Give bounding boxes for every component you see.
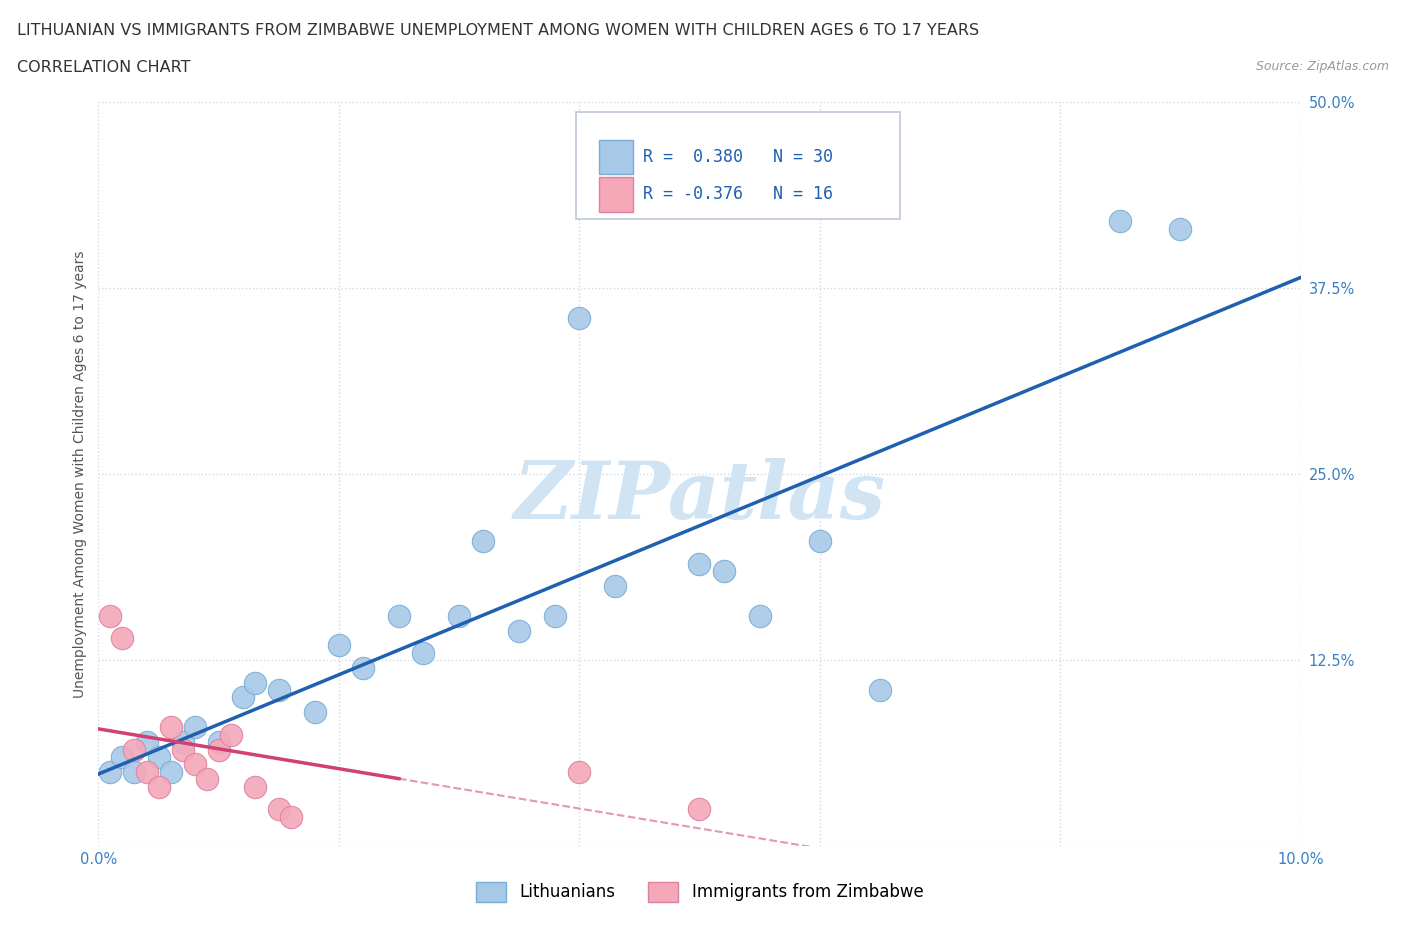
- Point: [111, 631, 134, 645]
- Legend: Lithuanians, Immigrants from Zimbabwe: Lithuanians, Immigrants from Zimbabwe: [470, 875, 929, 909]
- Point: [111, 750, 134, 764]
- Point: [388, 608, 411, 623]
- Point: [808, 534, 831, 549]
- Point: [713, 564, 735, 578]
- Point: [544, 608, 567, 623]
- Text: R = -0.376   N = 16: R = -0.376 N = 16: [643, 185, 832, 204]
- Point: [208, 742, 231, 757]
- Point: [219, 727, 242, 742]
- Point: [124, 742, 146, 757]
- Point: [328, 638, 350, 653]
- Point: [412, 645, 434, 660]
- Point: [688, 802, 710, 817]
- Point: [267, 802, 290, 817]
- Point: [148, 779, 170, 794]
- Text: Source: ZipAtlas.com: Source: ZipAtlas.com: [1256, 60, 1389, 73]
- Point: [267, 683, 290, 698]
- Text: LITHUANIAN VS IMMIGRANTS FROM ZIMBABWE UNEMPLOYMENT AMONG WOMEN WITH CHILDREN AG: LITHUANIAN VS IMMIGRANTS FROM ZIMBABWE U…: [17, 23, 979, 38]
- Point: [243, 675, 266, 690]
- Point: [183, 720, 205, 735]
- Text: CORRELATION CHART: CORRELATION CHART: [17, 60, 190, 75]
- Point: [688, 556, 710, 571]
- Text: R =  0.380   N = 30: R = 0.380 N = 30: [643, 148, 832, 166]
- Point: [568, 764, 591, 779]
- Point: [447, 608, 470, 623]
- Point: [100, 608, 122, 623]
- Point: [208, 735, 231, 750]
- Point: [159, 764, 181, 779]
- Point: [172, 735, 194, 750]
- Point: [243, 779, 266, 794]
- Point: [472, 534, 495, 549]
- Point: [304, 705, 326, 720]
- Point: [748, 608, 770, 623]
- Point: [352, 660, 374, 675]
- Point: [172, 742, 194, 757]
- Point: [183, 757, 205, 772]
- Text: ZIPatlas: ZIPatlas: [513, 458, 886, 536]
- Point: [135, 735, 157, 750]
- Point: [605, 578, 627, 593]
- Point: [148, 750, 170, 764]
- Point: [280, 809, 302, 824]
- Point: [124, 764, 146, 779]
- Point: [232, 690, 254, 705]
- Point: [195, 772, 218, 787]
- Point: [100, 764, 122, 779]
- Point: [1109, 214, 1132, 229]
- Point: [135, 764, 157, 779]
- Point: [508, 623, 530, 638]
- Point: [1170, 221, 1192, 236]
- Y-axis label: Unemployment Among Women with Children Ages 6 to 17 years: Unemployment Among Women with Children A…: [73, 250, 87, 698]
- Point: [159, 720, 181, 735]
- Point: [869, 683, 891, 698]
- Point: [568, 311, 591, 325]
